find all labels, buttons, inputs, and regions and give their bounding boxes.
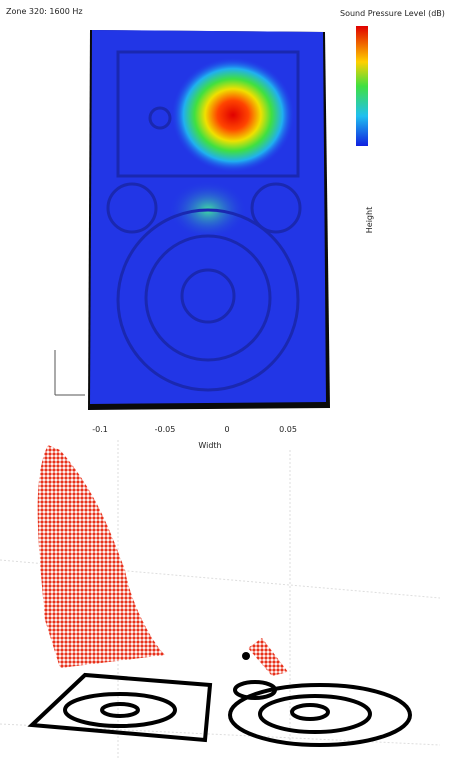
x-axis-label: Width <box>198 441 221 450</box>
title: Zone 320: 1600 Hz <box>6 7 83 16</box>
colorbar <box>356 26 368 146</box>
3d-view <box>0 440 440 758</box>
x-tick-label: 0.05 <box>279 425 297 434</box>
x-tick-label: -0.1 <box>92 425 108 434</box>
y-axis-label: Height <box>365 207 374 233</box>
x-tick-label: -0.05 <box>155 425 176 434</box>
colorbar-title: Sound Pressure Level (dB) <box>340 9 445 18</box>
heatmap <box>88 30 330 410</box>
screenshot: Zone 320: 1600 Hz Sound Pressure Level (… <box>0 0 456 758</box>
x-tick-label: 0 <box>224 425 229 434</box>
